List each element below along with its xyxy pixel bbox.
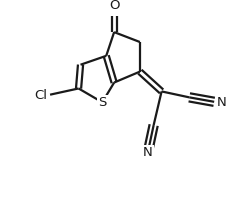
Text: S: S (98, 96, 106, 109)
Text: O: O (109, 0, 119, 12)
Text: Cl: Cl (34, 89, 47, 102)
Text: N: N (217, 96, 227, 109)
Text: N: N (143, 146, 153, 159)
